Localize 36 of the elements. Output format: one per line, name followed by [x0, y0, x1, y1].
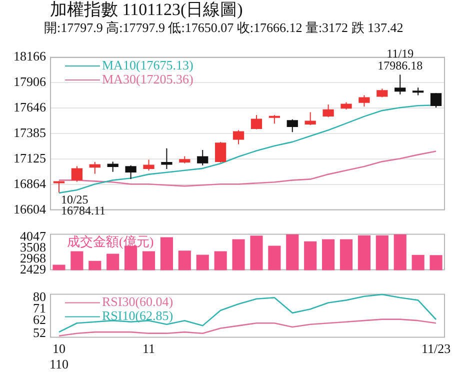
y-tick-label: 16864 [14, 176, 46, 192]
x-tick-label: 10 110 [49, 341, 68, 372]
candlestick [71, 166, 82, 182]
x-tick-label: 11 [142, 341, 156, 356]
y-tick-label: 17646 [14, 99, 46, 114]
candlestick [197, 149, 208, 166]
annotation: 10/25 16784.11 [60, 192, 106, 218]
chart-title: 加權指數 1101123(日線圖) [49, 0, 244, 19]
candlestick [394, 74, 406, 95]
annotation: 11/19 17986.18 [378, 46, 423, 73]
candlestick [322, 104, 334, 118]
chart-subtitle: 開:17797.9 高:17797.9 低:17650.07 收:17666.12 量:3172 跌 137.42 [43, 19, 404, 37]
legend-label: MA30(17205.36) [102, 71, 194, 86]
y-tick-label: 17906 [14, 74, 46, 89]
candlestick [215, 142, 226, 164]
candlestick [430, 92, 442, 108]
candlestick [143, 159, 154, 171]
candlestick [286, 118, 298, 133]
x-tick-label: 11/23 [421, 341, 451, 356]
y-tick-label: 16604 [14, 202, 46, 217]
candlestick [107, 161, 118, 172]
legend-label: MA10(17675.13) [102, 57, 194, 72]
candlestick [125, 164, 136, 180]
y-tick-label: 52 [33, 324, 46, 340]
legend-label: RSI30(60.04) [102, 294, 174, 310]
candlestick [358, 94, 370, 108]
legend-label: RSI10(62.85) [102, 308, 174, 324]
y-tick-label: 17385 [14, 125, 46, 140]
candlestick [89, 161, 100, 174]
candlestick [53, 180, 65, 194]
candlestick [232, 130, 244, 145]
y-tick-label: 17125 [14, 150, 46, 166]
y-tick-label: 18166 [14, 48, 46, 64]
candlestick [250, 114, 262, 130]
candlestick [161, 148, 172, 170]
candlestick [304, 112, 316, 126]
